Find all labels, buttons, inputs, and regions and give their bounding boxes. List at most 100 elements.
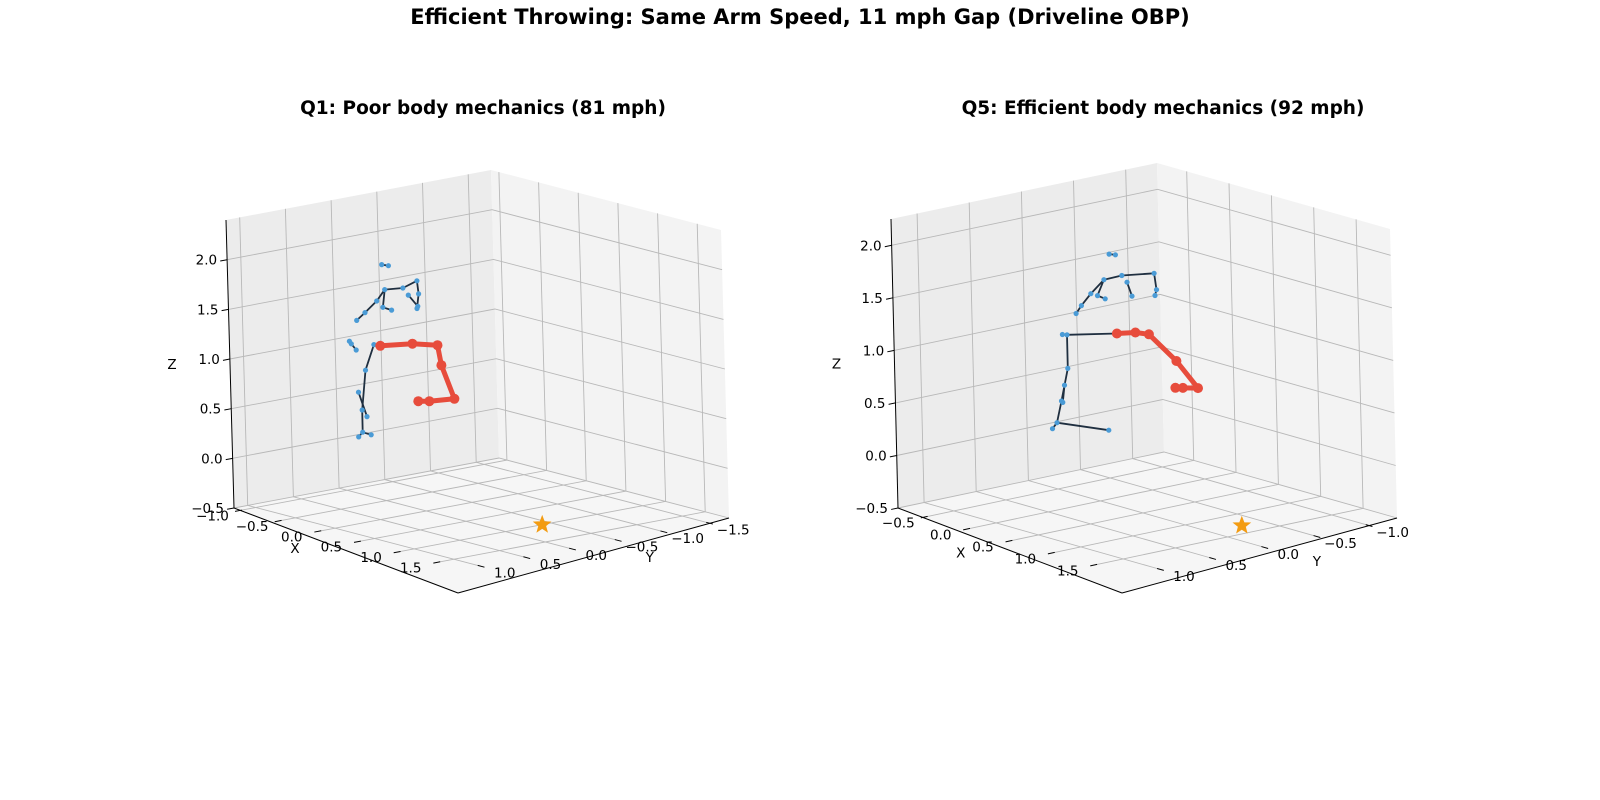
skeleton-bone: [361, 409, 364, 434]
skeleton-bone: [383, 287, 404, 291]
x-tick: [234, 509, 243, 512]
skeleton-joint: [1059, 331, 1065, 338]
skeleton-bone: [1066, 333, 1069, 370]
z-tick: [891, 507, 899, 510]
grid-lines: [227, 172, 730, 566]
skeleton-joint: [354, 317, 360, 323]
throwing-arm-joint: [413, 396, 424, 407]
skeleton-bone: [1103, 274, 1123, 281]
x-tick: [314, 530, 322, 533]
skeleton-joint: [346, 338, 352, 344]
skeleton-joint: [1049, 426, 1056, 432]
y-tick: [614, 539, 622, 542]
x-tick-label: 1.0: [1015, 552, 1036, 568]
z-grid-line: [894, 293, 1394, 361]
z-tick-label: 2.0: [860, 238, 881, 254]
skeleton-joint: [360, 429, 366, 435]
x-tick-label: 1.5: [400, 560, 421, 576]
y-tick-label: −1.5: [717, 522, 750, 538]
y-tick: [1156, 568, 1164, 571]
skeleton-bone: [401, 279, 418, 289]
skeleton-joint: [364, 414, 370, 420]
y-tick: [1365, 524, 1373, 527]
throwing-arm-joint: [407, 338, 418, 349]
skeleton: [1049, 251, 1160, 433]
z-grid-line: [232, 407, 728, 469]
skeleton-joint: [1061, 382, 1068, 388]
y-tick-label: −1.0: [1376, 525, 1409, 541]
z-grid-line: [227, 209, 723, 271]
z-tick-label: 2.0: [196, 253, 217, 269]
z-tick-label: 1.0: [863, 343, 884, 359]
z-grid-line: [233, 457, 730, 519]
skeleton-joint: [1153, 287, 1160, 293]
z-grid-line: [896, 399, 1396, 466]
x-tick: [920, 515, 928, 519]
z-tick-label: 0.5: [864, 396, 885, 412]
throwing-arm-joint: [1111, 328, 1122, 339]
y-tick-label: −1.0: [671, 531, 704, 547]
pane-group: [226, 170, 729, 593]
throwing-arm-joint: [436, 360, 447, 371]
z-tick-label: 1.5: [861, 291, 882, 307]
throwing-arm-joint: [449, 393, 460, 404]
skeleton-joint: [1119, 272, 1125, 279]
skeleton-joint: [1106, 427, 1112, 433]
throwing-arm-joint: [1143, 329, 1154, 340]
x-tick: [393, 550, 401, 554]
z-tick-label: 0.0: [865, 449, 886, 465]
z-tick: [885, 297, 894, 300]
x-tick-label: −0.5: [882, 516, 915, 532]
x-tick-label: 0.0: [930, 528, 951, 544]
skeleton-joint: [1060, 399, 1066, 405]
y-axis-line: [1121, 517, 1398, 594]
skeleton-bone: [1120, 272, 1155, 277]
x-axis-line: [897, 507, 1123, 594]
skeleton-joint: [1102, 296, 1108, 302]
x-tick: [274, 519, 282, 523]
pane-group: [891, 163, 1397, 593]
x-tick-label: 0.5: [972, 540, 993, 556]
throwing-arm-joint: [1171, 356, 1182, 366]
skeleton-joint: [414, 278, 420, 284]
z-axis-label: Z: [167, 357, 176, 373]
y-tick-label: 1.0: [1173, 569, 1194, 585]
throwing-arm-joint: [1130, 327, 1141, 338]
z-tick-label: −0.5: [855, 501, 888, 517]
skeleton-joint: [353, 347, 359, 353]
skeleton-joint: [374, 298, 380, 304]
z-grid-line: [229, 308, 726, 370]
x-axis-label: X: [956, 545, 965, 561]
y-tick: [1261, 546, 1269, 549]
y-tick-label: −0.5: [626, 540, 659, 556]
skeleton-joint: [362, 310, 368, 316]
skeleton-joint: [400, 285, 406, 291]
back-pane: [891, 163, 1164, 508]
skeleton-joint: [1088, 291, 1094, 297]
x-tick-label: 0.0: [281, 529, 302, 545]
x-tick-label: 1.5: [1057, 564, 1078, 580]
z-grid-line: [897, 451, 1398, 519]
panel-q5: Q5: Efficient body mechanics (92 mph) −0…: [832, 98, 1409, 594]
skeleton-bone: [1153, 272, 1158, 291]
z-tick: [227, 507, 235, 510]
skeleton-joint: [371, 342, 377, 348]
z-grid-line: [892, 241, 1393, 309]
z-tick-label: 1.0: [198, 352, 219, 368]
z-tick-label: −0.5: [191, 501, 224, 517]
z-axis-label: Z: [832, 357, 841, 373]
x-tick: [353, 540, 361, 543]
skeleton-bone: [1096, 278, 1105, 297]
z-tick: [888, 402, 896, 405]
x-tick-label: −1.0: [196, 509, 229, 525]
release-point-star: [532, 514, 552, 533]
z-tick: [889, 454, 897, 458]
x-tick-label: 1.0: [360, 550, 381, 566]
skeleton-bone: [357, 391, 368, 418]
z-tick: [224, 408, 232, 411]
skeleton-joint: [405, 292, 411, 298]
skeleton-bone: [364, 343, 375, 372]
z-tick-label: 0.0: [201, 451, 222, 467]
skeleton-joint: [355, 389, 362, 395]
